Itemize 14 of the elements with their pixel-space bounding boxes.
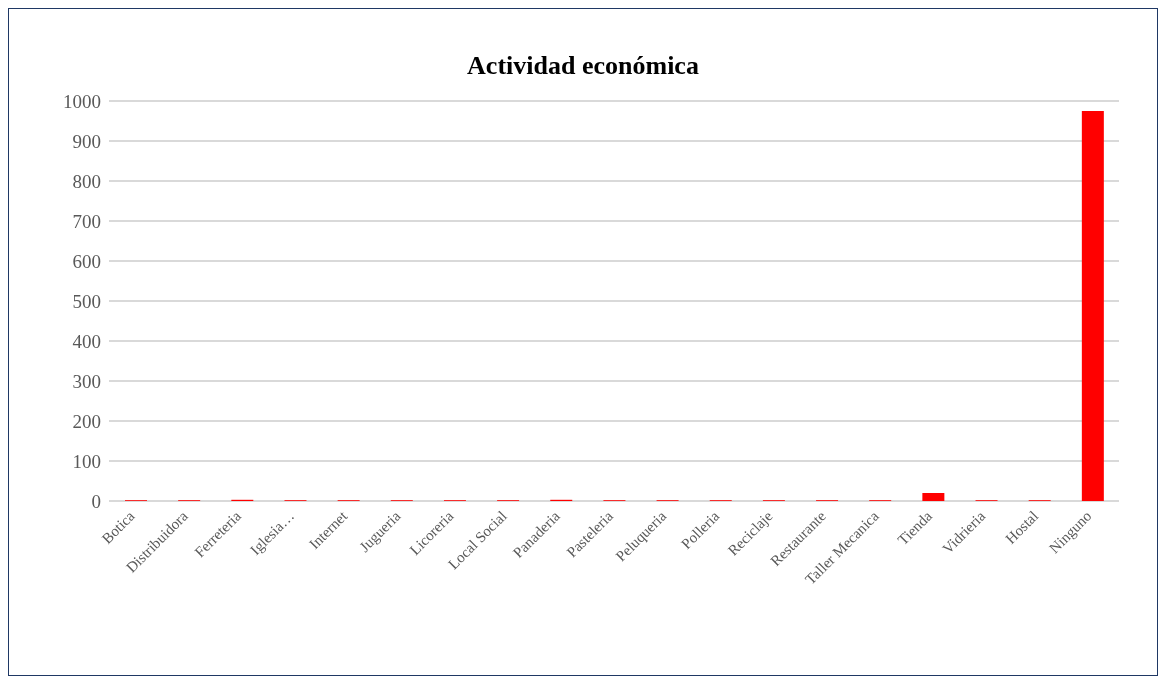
chart-title: Actividad económica (466, 51, 700, 81)
y-tick-label: 600 (72, 250, 101, 272)
bar (1081, 111, 1104, 501)
y-tick-label: 500 (72, 290, 101, 312)
y-tick-label: 200 (72, 410, 101, 432)
y-tick-label: 800 (72, 170, 101, 192)
y-tick-label: 300 (72, 370, 101, 392)
y-tick-label: 400 (72, 330, 101, 352)
bar (922, 493, 945, 501)
y-tick-label: 100 (72, 450, 101, 472)
y-tick-label: 700 (72, 210, 101, 232)
y-tick-label: 900 (72, 130, 101, 152)
y-tick-label: 1000 (63, 90, 101, 112)
y-tick-label: 0 (91, 490, 101, 512)
